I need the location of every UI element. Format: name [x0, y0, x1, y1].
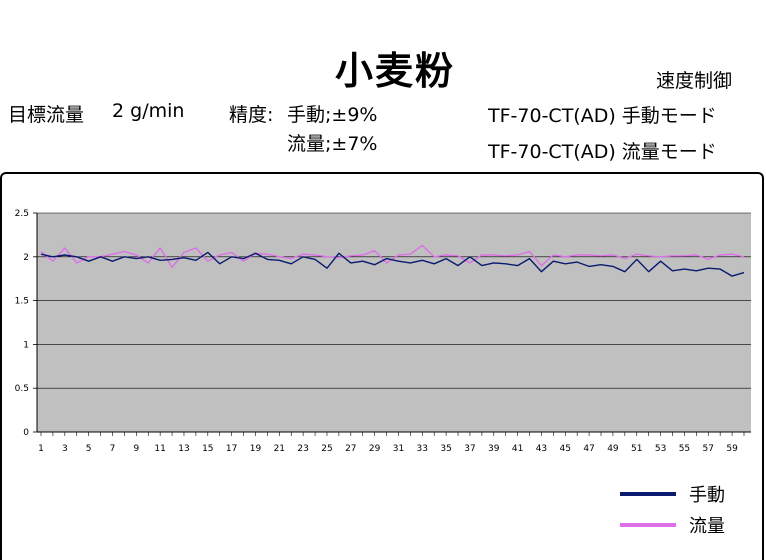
x-tick-label: 7	[110, 444, 116, 454]
x-tick-label: 53	[655, 444, 666, 454]
precision-flow: 流量;±7%	[287, 133, 378, 155]
model-manual-mode: TF-70-CT(AD) 手動モード	[488, 105, 717, 127]
x-tick-label: 29	[369, 444, 381, 454]
x-tick-label: 19	[250, 444, 262, 454]
precision-manual: 手動;±9%	[287, 104, 378, 126]
chart-frame	[0, 172, 764, 560]
x-tick-label: 3	[62, 444, 68, 454]
target-flow-label: 目標流量	[8, 104, 85, 126]
plot-area	[37, 213, 751, 432]
x-tick-label: 33	[417, 444, 428, 454]
x-tick-label: 9	[133, 444, 139, 454]
x-tick-label: 45	[560, 444, 571, 454]
x-tick-label: 5	[86, 444, 92, 454]
x-tick-label: 43	[536, 444, 547, 454]
y-tick-label: 0	[23, 428, 29, 438]
x-tick-label: 35	[440, 444, 451, 454]
model-flow-mode: TF-70-CT(AD) 流量モード	[488, 141, 717, 163]
x-tick-label: 15	[202, 444, 213, 454]
legend-label-manual: 手動	[689, 485, 725, 506]
x-tick-label: 47	[583, 444, 594, 454]
x-tick-label: 57	[703, 444, 714, 454]
series-line-flow	[40, 244, 745, 269]
series-line-manual	[40, 251, 745, 277]
x-tick-label: 31	[393, 444, 404, 454]
legend-label-flow: 流量	[689, 516, 725, 537]
axes: 00.511.522.51 3 5 7 9 11 13 15 17 19 21 23 25 27 29 31 3…	[15, 209, 751, 454]
y-tick-label: 1.5	[15, 297, 29, 307]
y-tick-label: 1	[23, 340, 29, 350]
series-lines	[40, 244, 745, 277]
y-tick-label: 0.5	[15, 384, 29, 394]
x-tick-label: 37	[464, 444, 475, 454]
x-tick-label: 21	[274, 444, 285, 454]
x-tick-label: 49	[607, 444, 619, 454]
chart-title: 小麦粉	[334, 49, 455, 93]
x-tick-label: 17	[226, 444, 237, 454]
x-tick-label: 13	[178, 444, 189, 454]
x-tick-label: 27	[345, 444, 356, 454]
y-tick-label: 2.5	[15, 209, 29, 219]
x-tick-label: 11	[154, 444, 165, 454]
x-tick-label: 41	[512, 444, 523, 454]
precision-label: 精度:	[229, 104, 274, 126]
x-tick-label: 59	[726, 444, 738, 454]
x-tick-label: 1	[38, 444, 44, 454]
target-flow-value: 2 g/min	[112, 100, 185, 122]
line-chart: 00.511.522.51 3 5 7 9 11 13 15 17 19 21 23 25 27 29 31 3…	[15, 209, 751, 537]
x-tick-label: 23	[297, 444, 308, 454]
speed-control-label: 速度制御	[656, 70, 733, 92]
x-tick-label: 25	[321, 444, 332, 454]
x-tick-label: 51	[631, 444, 642, 454]
grid-lines	[37, 212, 751, 389]
y-tick-label: 2	[23, 253, 29, 263]
x-tick-label: 39	[488, 444, 500, 454]
x-tick-label: 55	[679, 444, 690, 454]
